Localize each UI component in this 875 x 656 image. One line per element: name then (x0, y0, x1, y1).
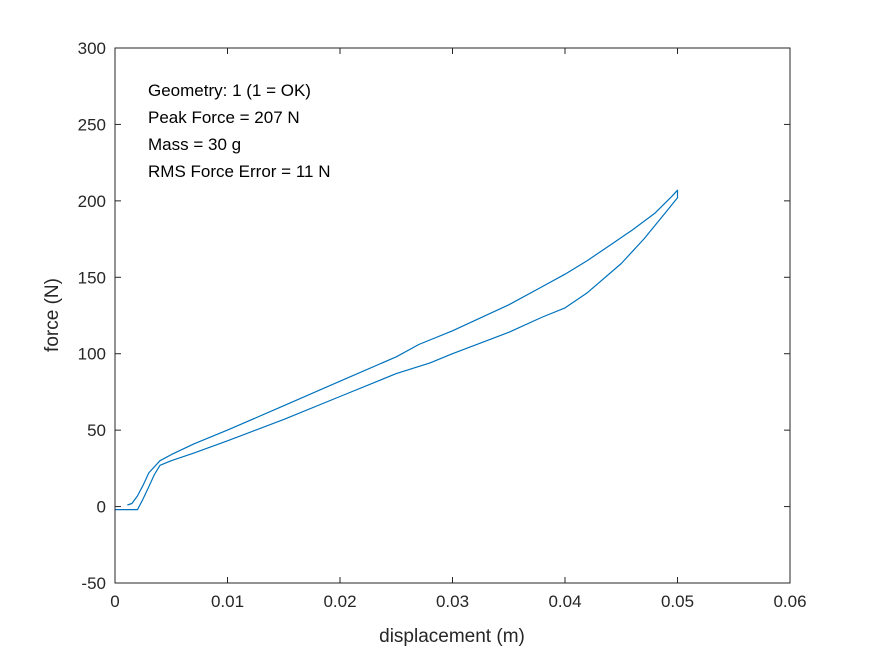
annotation-geometry: Geometry: 1 (1 = OK) (148, 81, 311, 100)
plot-area (115, 48, 790, 583)
y-tick-label: 50 (87, 421, 106, 440)
y-tick-labels: -50 0 50 100 150 200 250 300 (78, 39, 106, 593)
y-tick-label: 200 (78, 192, 106, 211)
y-tick-label: 100 (78, 345, 106, 364)
x-tick-label: 0 (110, 592, 119, 611)
y-axis-label: force (N) (42, 278, 63, 352)
x-tick-labels: 0 0.01 0.02 0.03 0.04 0.05 0.06 (110, 592, 806, 611)
x-tick-label: 0.01 (211, 592, 244, 611)
series-line (115, 189, 679, 511)
annotation-rms-error: RMS Force Error = 11 N (148, 162, 330, 181)
y-tick-label: 300 (78, 39, 106, 58)
x-tick-label: 0.03 (436, 592, 469, 611)
x-tick-label: 0.04 (548, 592, 581, 611)
y-tick-label: 0 (97, 498, 106, 517)
annotation-peak-force: Peak Force = 207 N (148, 108, 300, 127)
annotation-mass: Mass = 30 g (148, 135, 241, 154)
y-tick-label: -50 (81, 574, 106, 593)
axes-box (114, 47, 791, 584)
series-group (115, 189, 679, 511)
annotation-block: Geometry: 1 (1 = OK) Peak Force = 207 N … (148, 81, 330, 181)
y-tick-label: 150 (78, 268, 106, 287)
x-tick-label: 0.05 (661, 592, 694, 611)
x-tick-label: 0.06 (773, 592, 806, 611)
y-tick-label: 250 (78, 115, 106, 134)
x-axis-label: displacement (m) (379, 626, 525, 647)
x-tick-label: 0.02 (323, 592, 356, 611)
